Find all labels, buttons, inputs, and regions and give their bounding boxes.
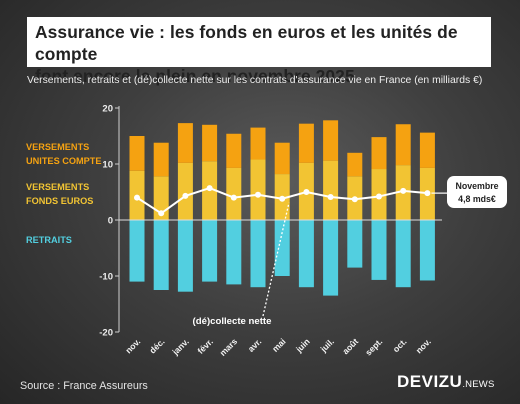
y-tick-label: -10 — [99, 272, 113, 283]
bar-unites-compte — [250, 127, 266, 160]
y-tick-label: 0 — [108, 216, 113, 227]
net-collection-point — [206, 185, 213, 192]
net-collection-point — [182, 192, 189, 199]
brand-logo: DEVIZU.NEWS — [397, 372, 494, 392]
bar-retraits — [274, 220, 290, 276]
callout-line1: Novembre — [455, 181, 498, 191]
net-collection-point — [134, 194, 140, 201]
bar-retraits — [153, 220, 169, 290]
line-label-pointer — [262, 202, 290, 317]
net-collection-point — [279, 195, 286, 202]
bar-unites-compte — [419, 132, 435, 168]
x-tick-label: févr. — [195, 336, 215, 356]
bar-retraits — [129, 220, 145, 282]
bar-unites-compte — [347, 152, 363, 177]
x-tick-label: mars — [218, 336, 240, 358]
x-tick-label: avr. — [246, 336, 264, 354]
bar-retraits — [202, 220, 218, 282]
bar-fonds-euros — [250, 159, 266, 220]
legend-uc-line1: VERSEMENTS — [26, 142, 90, 152]
legend-retraits-label: RETRAITS — [26, 235, 72, 245]
net-collection-point — [158, 210, 165, 217]
bar-unites-compte — [323, 120, 339, 161]
bar-unites-compte — [371, 137, 387, 170]
title-box: Assurance vie : les fonds en euros et le… — [27, 17, 491, 86]
net-collection-point — [400, 187, 407, 194]
bar-unites-compte — [129, 136, 145, 171]
legend-fonds-euros: VERSEMENTS FONDS EUROS — [26, 180, 93, 208]
net-collection-point — [255, 191, 261, 198]
legend-fe-line1: VERSEMENTS — [26, 182, 90, 192]
x-tick-label: janv. — [170, 336, 191, 357]
x-tick-label: août — [340, 336, 360, 356]
callout-box — [447, 176, 507, 208]
legend-uc-line2: UNITES COMPTE — [26, 156, 102, 166]
x-tick-label: sept. — [363, 336, 384, 357]
chart-subtitle: Versements, retraits et (dé)collecte net… — [27, 75, 483, 86]
legend-retraits: RETRAITS — [26, 233, 72, 247]
bar-retraits — [323, 220, 339, 296]
bar-retraits — [395, 220, 411, 288]
net-collection-point — [303, 189, 310, 195]
bar-retraits — [177, 220, 193, 292]
bar-unites-compte — [202, 124, 218, 162]
y-tick-label: 20 — [102, 104, 113, 115]
bar-unites-compte — [177, 123, 193, 163]
x-tick-label: oct. — [391, 336, 409, 354]
bar-unites-compte — [226, 133, 242, 168]
legend-uc: VERSEMENTS UNITES COMPTE — [26, 140, 102, 168]
title-line-1: Assurance vie : les fonds en euros et le… — [35, 22, 458, 64]
bar-unites-compte — [274, 142, 290, 175]
source-note: Source : France Assureurs — [20, 380, 148, 392]
bar-fonds-euros — [323, 160, 339, 220]
net-collection-point — [376, 193, 382, 200]
bar-fonds-euros — [153, 176, 169, 220]
y-tick-label: -20 — [99, 328, 113, 339]
brand-suffix: .NEWS — [462, 379, 495, 390]
legend-fe-line2: FONDS EUROS — [26, 196, 94, 206]
y-tick-label: 10 — [102, 160, 113, 171]
net-collection-point — [230, 194, 237, 201]
x-tick-label: déc. — [147, 336, 166, 355]
bar-unites-compte — [395, 124, 411, 166]
net-collection-point — [424, 190, 431, 197]
bar-retraits — [419, 220, 435, 281]
net-collection-point — [351, 196, 358, 203]
x-tick-label: nov. — [414, 336, 433, 355]
x-tick-label: nov. — [123, 336, 142, 355]
x-tick-label: juil. — [318, 336, 336, 354]
bar-retraits — [347, 220, 363, 268]
bar-unites-compte — [298, 123, 314, 163]
line-label: (dé)collecte nette — [193, 316, 272, 327]
bar-fonds-euros — [226, 167, 242, 220]
bar-fonds-euros — [177, 162, 193, 220]
title-line-2: font encore le plein en novembre 2025 — [35, 66, 355, 86]
callout-line2: 4,8 mds€ — [458, 194, 496, 204]
net-collection-point — [327, 194, 334, 201]
x-tick-label: mai — [270, 336, 288, 354]
bar-retraits — [226, 220, 242, 285]
bar-unites-compte — [153, 142, 169, 177]
x-tick-label: juin — [293, 336, 312, 355]
bar-retraits — [298, 220, 314, 288]
brand-name: DEVIZU — [397, 372, 463, 391]
bar-retraits — [371, 220, 387, 280]
bar-retraits — [250, 220, 266, 288]
